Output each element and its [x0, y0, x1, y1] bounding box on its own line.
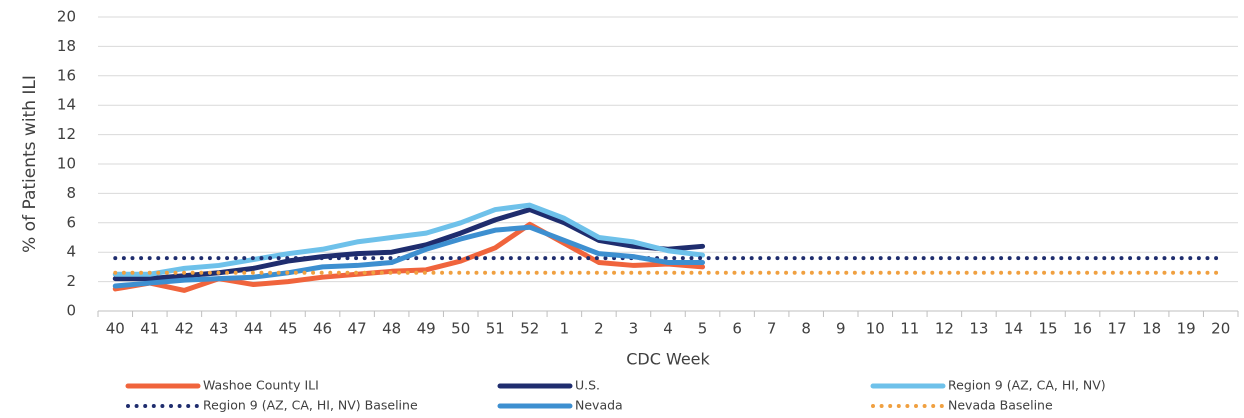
x-tick-label: 20	[1211, 320, 1230, 338]
x-tick-label: 52	[520, 320, 539, 338]
x-tick-label: 49	[417, 320, 436, 338]
y-tick-label: 14	[57, 96, 76, 114]
x-tick-label: 43	[209, 320, 228, 338]
legend-label: Region 9 (AZ, CA, HI, NV) Baseline	[203, 398, 418, 413]
x-tick-label: 47	[348, 320, 367, 338]
x-tick-label: 15	[1038, 320, 1057, 338]
x-tick-label: 45	[278, 320, 297, 338]
x-tick-label: 14	[1004, 320, 1023, 338]
x-tick-label: 2	[594, 320, 604, 338]
legend-label: Nevada Baseline	[948, 398, 1053, 413]
y-tick-label: 8	[66, 184, 76, 202]
y-tick-label: 2	[66, 272, 76, 290]
y-tick-label: 16	[57, 66, 76, 84]
y-tick-label: 0	[66, 302, 76, 320]
series-line	[112, 202, 706, 277]
series-line	[112, 207, 706, 282]
x-tick-label: 9	[836, 320, 846, 338]
series-line	[112, 224, 706, 289]
x-tick-label: 40	[106, 320, 125, 338]
x-tick-label: 10	[866, 320, 885, 338]
y-tick-label: 12	[57, 125, 76, 143]
y-tick-label: 20	[57, 8, 76, 26]
x-tick-label: 46	[313, 320, 332, 338]
y-axis-label: % of Patients with ILI	[20, 75, 40, 253]
y-tick-label: 10	[57, 155, 76, 173]
x-tick-label: 48	[382, 320, 401, 338]
x-tick-label: 11	[900, 320, 919, 338]
legend-label: Washoe County ILI	[203, 378, 319, 393]
x-axis-label: CDC Week	[626, 350, 710, 369]
x-tick-label: 17	[1108, 320, 1127, 338]
x-tick-label: 51	[486, 320, 505, 338]
x-tick-label: 4	[663, 320, 673, 338]
legend-label: U.S.	[575, 378, 600, 393]
x-tick-label: 1	[560, 320, 570, 338]
x-tick-label: 12	[935, 320, 954, 338]
y-tick-label: 6	[66, 213, 76, 231]
x-tick-label: 3	[629, 320, 639, 338]
x-tick-label: 44	[244, 320, 263, 338]
legend-label: Nevada	[575, 398, 623, 413]
x-tick-label: 42	[175, 320, 194, 338]
x-tick-label: 13	[969, 320, 988, 338]
x-tick-label: 18	[1142, 320, 1161, 338]
x-tick-label: 5	[698, 320, 708, 338]
x-tick-label: 6	[732, 320, 742, 338]
y-tick-label: 18	[57, 37, 76, 55]
legend-label: Region 9 (AZ, CA, HI, NV)	[948, 378, 1106, 393]
x-tick-label: 8	[801, 320, 811, 338]
x-tick-label: 19	[1177, 320, 1196, 338]
x-tick-label: 16	[1073, 320, 1092, 338]
y-tick-label: 4	[66, 243, 76, 261]
x-tick-label: 50	[451, 320, 470, 338]
x-tick-label: 7	[767, 320, 777, 338]
x-tick-label: 41	[140, 320, 159, 338]
